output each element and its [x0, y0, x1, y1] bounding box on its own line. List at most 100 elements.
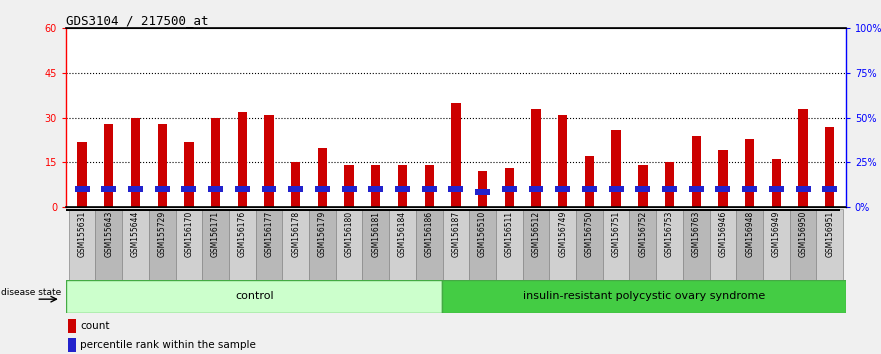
Text: GSM156946: GSM156946: [718, 211, 728, 257]
Bar: [288, 186, 303, 192]
Bar: [769, 186, 784, 192]
Bar: [158, 124, 167, 207]
Text: GSM156511: GSM156511: [505, 211, 514, 257]
Text: control: control: [235, 291, 274, 302]
Bar: [395, 186, 410, 192]
Bar: [336, 209, 362, 280]
Bar: [264, 115, 274, 207]
Bar: [745, 138, 754, 207]
Bar: [262, 186, 277, 192]
Text: GSM156750: GSM156750: [585, 211, 594, 257]
Text: GSM156180: GSM156180: [344, 211, 353, 257]
Bar: [603, 209, 630, 280]
Bar: [531, 109, 541, 207]
Text: GSM156178: GSM156178: [292, 211, 300, 257]
Text: percentile rank within the sample: percentile rank within the sample: [80, 341, 256, 350]
Text: GSM156177: GSM156177: [264, 211, 273, 257]
Text: GSM156179: GSM156179: [318, 211, 327, 257]
Bar: [181, 186, 196, 192]
Bar: [689, 186, 704, 192]
Bar: [422, 186, 437, 192]
Bar: [470, 209, 496, 280]
Bar: [609, 186, 624, 192]
Bar: [550, 209, 576, 280]
Bar: [238, 112, 247, 207]
Bar: [611, 130, 621, 207]
Bar: [772, 159, 781, 207]
Text: GSM156181: GSM156181: [371, 211, 381, 257]
Bar: [496, 209, 522, 280]
Text: GSM156753: GSM156753: [665, 211, 674, 257]
Text: GSM155644: GSM155644: [131, 211, 140, 257]
Text: GSM156512: GSM156512: [531, 211, 541, 257]
Bar: [742, 186, 757, 192]
Bar: [149, 209, 175, 280]
Bar: [398, 165, 407, 207]
Bar: [558, 115, 567, 207]
Bar: [529, 186, 544, 192]
Text: GSM155631: GSM155631: [78, 211, 86, 257]
Bar: [235, 186, 250, 192]
Text: GSM156171: GSM156171: [211, 211, 220, 257]
Bar: [175, 209, 203, 280]
Text: GSM156752: GSM156752: [639, 211, 648, 257]
Bar: [425, 165, 433, 207]
Bar: [371, 165, 381, 207]
Bar: [309, 209, 336, 280]
Bar: [78, 142, 86, 207]
Bar: [475, 189, 490, 195]
Bar: [505, 169, 514, 207]
Bar: [130, 118, 140, 207]
Bar: [211, 118, 220, 207]
Text: count: count: [80, 321, 109, 331]
Text: insulin-resistant polycystic ovary syndrome: insulin-resistant polycystic ovary syndr…: [523, 291, 766, 302]
Bar: [318, 148, 327, 207]
Bar: [502, 186, 517, 192]
Bar: [203, 209, 229, 280]
Text: GSM156170: GSM156170: [184, 211, 194, 257]
Bar: [630, 209, 656, 280]
Text: GSM156949: GSM156949: [772, 211, 781, 257]
Text: GSM156176: GSM156176: [238, 211, 247, 257]
Bar: [662, 186, 677, 192]
Bar: [635, 186, 650, 192]
Text: GSM156510: GSM156510: [478, 211, 487, 257]
Bar: [789, 209, 817, 280]
Text: disease state: disease state: [2, 288, 62, 297]
Bar: [66, 209, 840, 211]
Bar: [798, 109, 808, 207]
Text: GSM155643: GSM155643: [104, 211, 114, 257]
Bar: [576, 209, 603, 280]
Bar: [101, 186, 116, 192]
Text: GSM156950: GSM156950: [798, 211, 808, 257]
Bar: [128, 186, 143, 192]
Bar: [255, 209, 282, 280]
Bar: [478, 171, 487, 207]
Text: GSM156184: GSM156184: [398, 211, 407, 257]
Text: GSM156763: GSM156763: [692, 211, 700, 257]
Text: GSM156751: GSM156751: [611, 211, 620, 257]
Text: GSM156951: GSM156951: [825, 211, 834, 257]
Bar: [362, 209, 389, 280]
Bar: [75, 186, 90, 192]
Bar: [665, 162, 674, 207]
Bar: [683, 209, 709, 280]
Bar: [715, 186, 730, 192]
Bar: [315, 186, 329, 192]
Bar: [448, 186, 463, 192]
Bar: [342, 186, 357, 192]
Bar: [585, 156, 594, 207]
Bar: [69, 338, 77, 352]
Bar: [709, 209, 737, 280]
Text: GSM156749: GSM156749: [559, 211, 567, 257]
Bar: [389, 209, 416, 280]
Bar: [817, 209, 843, 280]
Bar: [555, 186, 570, 192]
Text: GSM155729: GSM155729: [158, 211, 167, 257]
Bar: [638, 165, 648, 207]
Bar: [582, 186, 597, 192]
Bar: [822, 186, 837, 192]
Text: GDS3104 / 217500_at: GDS3104 / 217500_at: [66, 14, 209, 27]
Bar: [718, 150, 728, 207]
Text: GSM156948: GSM156948: [745, 211, 754, 257]
